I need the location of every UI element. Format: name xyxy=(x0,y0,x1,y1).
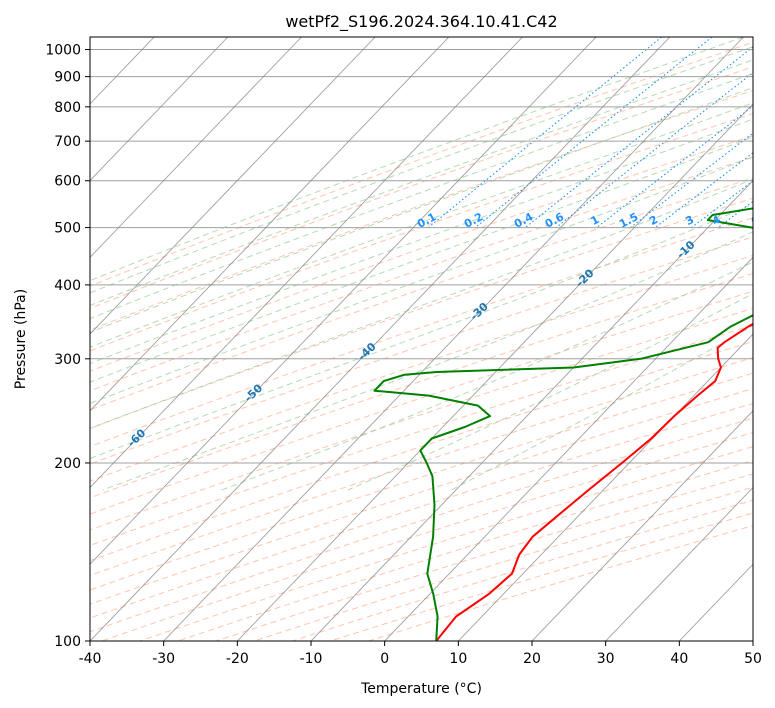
dry-adiabat-line xyxy=(330,512,753,641)
dry-adiabat-line xyxy=(292,499,753,641)
dry-adiabat-line xyxy=(90,66,753,309)
isotherm-line xyxy=(531,410,753,641)
x-tick-label: -30 xyxy=(152,651,175,667)
dry-adiabat-line xyxy=(90,388,753,605)
moist-adiabat-line xyxy=(90,37,744,282)
moist-adiabat-line xyxy=(90,87,753,333)
pressure-gridlines xyxy=(90,49,753,464)
mixing-ratio-line xyxy=(474,37,713,229)
mixing-ratio-label: 2 xyxy=(647,213,660,228)
mixing-ratio-line xyxy=(717,200,753,229)
plot-area: -100-90-80-70-60-50-40-30-20-10010203040… xyxy=(0,37,775,641)
mixing-ratio-line xyxy=(524,46,753,229)
isotherm-lines xyxy=(0,37,753,641)
x-axis-label: Temperature (°C) xyxy=(360,681,482,697)
x-tick-label: 10 xyxy=(449,651,467,667)
dry-adiabat-line xyxy=(90,236,753,465)
dry-adiabat-line xyxy=(90,90,753,331)
x-tick-label: -20 xyxy=(226,651,249,667)
mixing-ratio-label: 3 xyxy=(683,213,696,228)
isotherm-line xyxy=(90,37,229,182)
temperature-profile-line xyxy=(435,322,753,641)
mixing-ratio-line xyxy=(757,37,775,228)
isotherm-line xyxy=(163,37,744,641)
mixing-ratio-lines xyxy=(428,37,775,229)
mixing-ratio-line xyxy=(428,37,662,229)
dry-adiabat-line xyxy=(177,459,753,641)
x-tick-label: -40 xyxy=(79,651,102,667)
x-tick-label: -10 xyxy=(300,651,323,667)
moist-adiabat-line xyxy=(347,293,753,491)
dry-adiabat-line xyxy=(90,341,753,562)
dry-adiabat-line xyxy=(90,217,753,448)
isotherm-line xyxy=(90,37,376,335)
moist-adiabat-line xyxy=(90,72,753,320)
chart-title: wetPf2_S196.2024.364.10.41.C42 xyxy=(285,12,557,32)
y-tick-label: 200 xyxy=(54,456,81,472)
mixing-ratio-label: 4 xyxy=(710,213,723,228)
dry-adiabat-line xyxy=(254,486,753,641)
isotherm-line xyxy=(679,563,753,641)
moist-adiabat-line xyxy=(90,203,753,459)
y-axis: 100 200 300 400 500 600 700 800 900 1000 xyxy=(45,43,90,650)
moist-adiabat-line xyxy=(90,178,753,429)
mixing-ratio-line xyxy=(654,152,753,229)
x-tick-label: 0 xyxy=(380,651,389,667)
dry-adiabat-line xyxy=(90,290,753,515)
y-tick-label: 700 xyxy=(54,134,81,150)
y-tick-label: 1000 xyxy=(45,43,81,59)
isotherm-line xyxy=(605,486,753,641)
dry-adiabat-line xyxy=(90,41,753,287)
isotherm-label: -70 xyxy=(2,478,26,501)
y-tick-label: 900 xyxy=(54,70,81,86)
x-tick-label: 40 xyxy=(670,651,688,667)
y-axis-label: Pressure (hPa) xyxy=(13,289,29,389)
dry-adiabat-line xyxy=(90,324,753,547)
moist-adiabat-line xyxy=(102,231,753,491)
dewpoint-profile-line xyxy=(373,207,753,641)
y-tick-label: 100 xyxy=(54,634,81,650)
isotherm-line xyxy=(90,37,302,258)
isotherm-line xyxy=(458,333,753,641)
y-tick-label: 300 xyxy=(54,352,81,368)
x-tick-label: 50 xyxy=(744,651,762,667)
moist-adiabat-line xyxy=(90,59,753,307)
y-tick-label: 500 xyxy=(54,221,81,237)
dry-adiabat-lines xyxy=(90,41,753,641)
isotherm-line xyxy=(90,37,671,641)
profile-lines xyxy=(373,207,753,641)
moist-adiabat-line xyxy=(90,156,753,404)
isotherm-line xyxy=(90,37,523,489)
x-tick-label: 30 xyxy=(597,651,615,667)
isotherm-line xyxy=(90,37,597,565)
y-tick-label: 400 xyxy=(54,278,81,294)
moist-adiabat-line xyxy=(90,102,753,348)
moist-adiabat-line xyxy=(90,118,753,365)
moist-adiabat-lines xyxy=(90,37,753,491)
x-axis: -40 -30 -20 -10 0 10 20 30 40 50 xyxy=(79,641,762,667)
y-tick-label: 800 xyxy=(54,100,81,116)
isotherm-line xyxy=(384,256,753,641)
dry-adiabat-line xyxy=(90,372,753,591)
isotherm-line xyxy=(0,37,7,641)
plot-frame xyxy=(89,36,754,642)
isotherm-line xyxy=(752,640,753,641)
mixing-ratio-line xyxy=(596,105,753,229)
mixing-ratio-label: 6 xyxy=(749,213,762,228)
mixing-ratio-labels: 0.10.20.40.611.52346810131620253036 xyxy=(415,210,762,231)
moist-adiabat-line xyxy=(90,136,753,383)
moist-adiabat-line xyxy=(90,46,753,294)
dry-adiabat-line xyxy=(90,177,753,411)
isotherm-line xyxy=(90,37,450,412)
x-tick-label: 20 xyxy=(523,651,541,667)
isotherm-line xyxy=(310,179,753,641)
y-tick-label: 600 xyxy=(54,174,81,190)
isotherm-line xyxy=(237,103,753,641)
dry-adiabat-line xyxy=(90,402,753,619)
